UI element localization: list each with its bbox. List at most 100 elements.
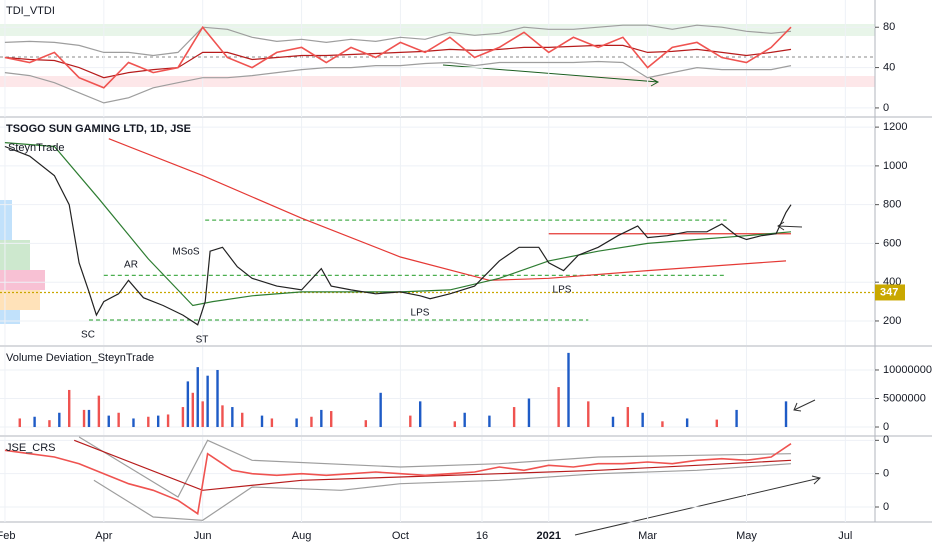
y-tick-label: 0 xyxy=(883,434,889,446)
annotation: ST xyxy=(196,335,209,346)
volume-bar xyxy=(231,407,234,428)
volume-bar xyxy=(295,418,298,428)
pane: 0 0 0 JSE_CRS xyxy=(0,434,889,522)
volume-bar xyxy=(18,418,21,428)
series-line xyxy=(4,60,792,104)
profile-bar xyxy=(0,290,40,310)
annotation: AR xyxy=(124,260,138,271)
volume-bar xyxy=(166,414,170,428)
arrow xyxy=(574,475,821,536)
y-tick-label: 0 xyxy=(883,501,889,513)
arrows xyxy=(442,64,821,536)
x-tick-label: Aug xyxy=(292,530,312,542)
volume-bar xyxy=(132,418,135,428)
volume-bar xyxy=(260,415,264,428)
annotation: MSoS xyxy=(172,247,200,258)
volume-bar xyxy=(107,415,110,428)
volume-bar xyxy=(270,418,274,428)
x-tick-label: 16 xyxy=(476,530,488,542)
volume-bar xyxy=(567,352,570,428)
volume-bar xyxy=(330,411,333,428)
upper-zone xyxy=(0,24,875,36)
volume-bar xyxy=(58,412,61,428)
volume-bar xyxy=(379,392,382,428)
annotation: LPS xyxy=(553,285,572,296)
y-tick-label: 0 xyxy=(883,102,889,114)
x-tick-label: Apr xyxy=(95,530,112,542)
x-tick-label: 2021 xyxy=(536,530,560,542)
volume-bar xyxy=(641,412,644,428)
pane-title: JSE_CRS xyxy=(6,442,56,454)
series-line xyxy=(4,142,792,307)
volume-profile xyxy=(0,200,45,324)
y-tick-label: 600 xyxy=(883,237,901,249)
volume-bar xyxy=(201,401,204,428)
series-line xyxy=(4,25,792,89)
volume-bar xyxy=(206,375,209,428)
profile-bar xyxy=(0,270,45,290)
arrow xyxy=(793,399,816,412)
y-tick-label: 5000000 xyxy=(883,392,926,404)
volume-bar xyxy=(488,415,491,428)
volume-bar xyxy=(463,412,466,428)
pane: 0 40 80 TDI_VTDI xyxy=(0,0,895,117)
annotation: SC xyxy=(81,330,95,341)
volume-bar xyxy=(196,367,199,428)
volume-bar xyxy=(33,416,36,428)
volume-bar xyxy=(715,419,719,428)
volume-bar xyxy=(685,418,689,428)
profile-bar xyxy=(0,310,20,324)
x-tick-label: Jul xyxy=(838,530,852,542)
profile-bar xyxy=(0,200,12,240)
volume-bar xyxy=(453,421,457,428)
y-tick-label: 1000 xyxy=(883,160,907,172)
y-tick-label: 1200 xyxy=(883,121,907,133)
series-line xyxy=(78,436,792,498)
volume-bar xyxy=(97,395,101,428)
volume-bar xyxy=(310,416,313,428)
volume-bar xyxy=(527,398,531,428)
volume-bar xyxy=(557,387,560,428)
volume-bar xyxy=(221,405,224,428)
y-tick-label: 800 xyxy=(883,199,901,211)
y-tick-label: 0 xyxy=(883,421,889,433)
series-line xyxy=(4,24,792,57)
volume-bar xyxy=(784,401,788,428)
x-tick-label: Jun xyxy=(194,530,212,542)
y-tick-label: 200 xyxy=(883,315,901,327)
volume-bar xyxy=(147,416,150,428)
series-line xyxy=(4,44,792,79)
series-line xyxy=(108,138,787,281)
volume-bar xyxy=(320,409,323,428)
pane-title: TSOGO SUN GAMING LTD, 1D, JSE xyxy=(6,123,191,135)
price-tag xyxy=(875,284,905,301)
series-line xyxy=(73,439,792,491)
volume-bar xyxy=(661,421,664,428)
pane-subtitle: SteynTrade xyxy=(8,142,64,154)
volume-bar xyxy=(48,420,51,428)
y-tick-label: 0 xyxy=(883,468,889,480)
lower-zone xyxy=(0,76,875,87)
pane-title: TDI_VTDI xyxy=(6,5,55,17)
volume-bar xyxy=(241,412,244,428)
volume-bar xyxy=(191,392,194,428)
y-tick-label: 40 xyxy=(883,61,895,73)
series-line xyxy=(4,443,792,516)
pane-title: Volume Deviation_SteynTrade xyxy=(6,352,154,364)
volume-bar xyxy=(156,415,160,428)
volume-bar xyxy=(587,401,590,428)
volume-bar xyxy=(216,369,219,428)
y-tick-label: 10000000 xyxy=(883,364,932,376)
volume-bar xyxy=(68,389,71,428)
x-tick-label: Feb xyxy=(0,530,15,542)
volume-bar xyxy=(735,409,738,428)
arrow xyxy=(777,221,803,231)
x-tick-label: Mar xyxy=(638,530,657,542)
series-line xyxy=(93,463,792,521)
volume-bar xyxy=(611,416,615,428)
volume-bar xyxy=(87,409,91,428)
x-tick-label: Oct xyxy=(392,530,409,542)
price-tag-label: 347 xyxy=(880,286,898,298)
